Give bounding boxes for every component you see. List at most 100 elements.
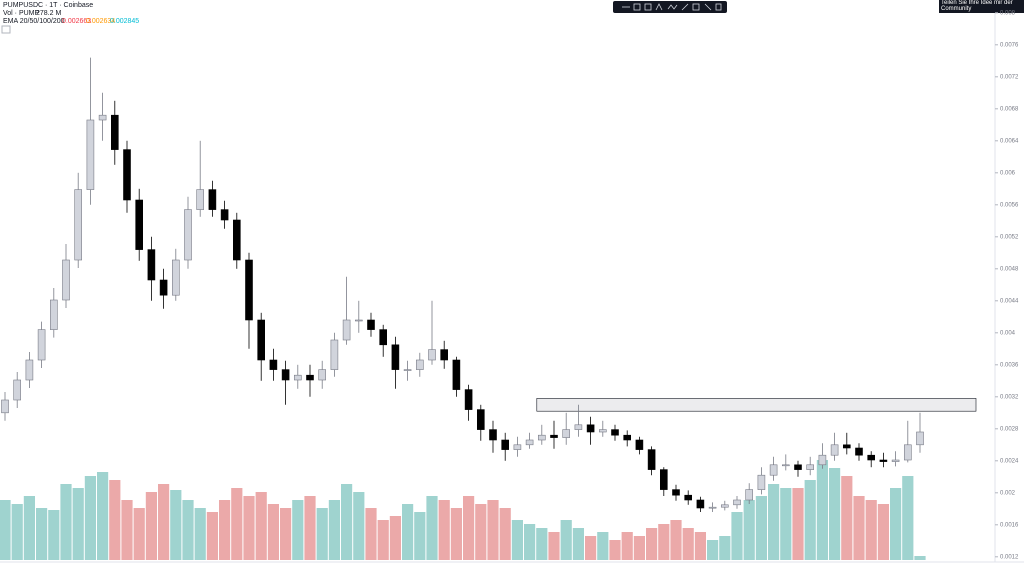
ema-value: 0.002634 xyxy=(86,18,115,25)
volume-bar xyxy=(267,504,279,560)
volume-bar xyxy=(694,532,706,560)
candle-body xyxy=(428,349,436,361)
candle-body xyxy=(62,259,70,301)
resistance-zone xyxy=(536,398,977,412)
volume-bar xyxy=(158,484,170,560)
y-tick-label: 0.0056 xyxy=(1000,202,1019,208)
volume-bar xyxy=(292,500,304,560)
volume-bar xyxy=(0,500,11,560)
tool-icon[interactable] xyxy=(655,3,663,11)
candle-body xyxy=(476,409,485,430)
volume-bar xyxy=(536,528,548,560)
y-tick-label: 0.0076 xyxy=(1000,42,1019,48)
tool-icon[interactable] xyxy=(681,3,689,11)
candle-body xyxy=(769,464,778,476)
candle-body xyxy=(220,209,229,221)
volume-bar xyxy=(109,480,121,560)
collapse-button[interactable] xyxy=(1,25,11,34)
candle-body xyxy=(147,249,156,281)
candle-body xyxy=(281,369,290,381)
tool-icon[interactable] xyxy=(715,3,722,11)
candle-body xyxy=(672,489,680,496)
candle-body xyxy=(598,429,607,433)
tool-icon[interactable] xyxy=(667,4,678,10)
candle-body xyxy=(293,374,302,381)
volume-bar xyxy=(48,510,60,560)
y-tick-label: 0.0052 xyxy=(1000,234,1019,240)
candle-body xyxy=(196,189,204,210)
tool-icon[interactable] xyxy=(692,3,700,11)
volume-bar xyxy=(23,496,35,560)
volume-bar xyxy=(780,488,792,560)
symbol-title: PUMPUSDC · 1T · Coinbase xyxy=(3,2,93,9)
volume-bar xyxy=(414,512,426,560)
volume-bar xyxy=(816,460,828,560)
candle-body xyxy=(525,439,534,446)
volume-bar xyxy=(475,504,487,560)
tool-icon[interactable] xyxy=(704,3,712,11)
candle-body xyxy=(135,199,143,250)
candle-body xyxy=(574,424,583,430)
volume-bar xyxy=(60,484,72,560)
candle-body xyxy=(49,299,58,330)
volume-bar xyxy=(548,532,560,560)
y-tick-label: 0.004 xyxy=(1000,330,1016,336)
volume-label: Vol · PUMP xyxy=(3,10,40,17)
y-tick-label: 0.0072 xyxy=(1000,74,1019,80)
volume-bar xyxy=(84,476,96,560)
candle-body xyxy=(74,189,82,261)
volume-value: 278.2 M xyxy=(36,10,61,17)
candle-body xyxy=(172,259,180,296)
volume-bar xyxy=(365,508,377,560)
candle-body xyxy=(867,454,876,461)
candle-body xyxy=(233,219,241,261)
candle-body xyxy=(257,319,266,361)
candle-body xyxy=(647,449,656,470)
volume-bar xyxy=(682,528,694,560)
candle-body xyxy=(306,374,314,381)
volume-bar xyxy=(389,516,401,560)
candle-body xyxy=(806,464,815,470)
candle-body xyxy=(37,329,46,361)
volume-bar xyxy=(194,508,206,560)
candle-body xyxy=(720,504,729,508)
volume-bar xyxy=(499,508,511,560)
candle-body xyxy=(684,494,693,501)
candle-body xyxy=(330,339,339,370)
volume-bar xyxy=(206,512,218,560)
candle-body xyxy=(123,149,131,201)
volume-bar xyxy=(560,520,572,560)
volume-bar xyxy=(621,532,633,560)
candle-body xyxy=(379,329,388,346)
candle-body xyxy=(513,444,522,450)
volume-bar xyxy=(36,508,48,560)
volume-bar xyxy=(890,488,902,560)
candle-body xyxy=(916,431,924,446)
volume-bar xyxy=(316,508,328,560)
ema-label: EMA 20/50/100/200 xyxy=(3,18,65,25)
volume-bar xyxy=(743,500,755,560)
candle-body xyxy=(1,399,9,414)
y-tick-label: 0.0028 xyxy=(1000,426,1019,432)
candle-body xyxy=(318,369,327,381)
candle-body xyxy=(855,447,863,456)
candle-body xyxy=(635,439,644,450)
candle-body xyxy=(659,469,668,490)
volume-bar xyxy=(133,508,145,560)
tooltip-text: Teilen Sie Ihre Idee mir der Community xyxy=(941,0,1013,12)
volume-bar xyxy=(426,496,438,560)
tooltip: Teilen Sie Ihre Idee mir der Community xyxy=(941,0,1013,12)
y-tick-label: 0.0024 xyxy=(1000,458,1019,464)
tool-icon[interactable] xyxy=(644,3,652,11)
volume-bar xyxy=(719,536,731,560)
candle-body xyxy=(391,344,400,370)
volume-bar xyxy=(243,496,255,560)
volume-bar xyxy=(402,504,414,560)
volume-bar xyxy=(438,500,450,560)
candle-body xyxy=(464,389,473,410)
tool-icon[interactable] xyxy=(633,3,641,11)
volume-bar xyxy=(341,484,353,560)
candle-body xyxy=(342,319,351,341)
